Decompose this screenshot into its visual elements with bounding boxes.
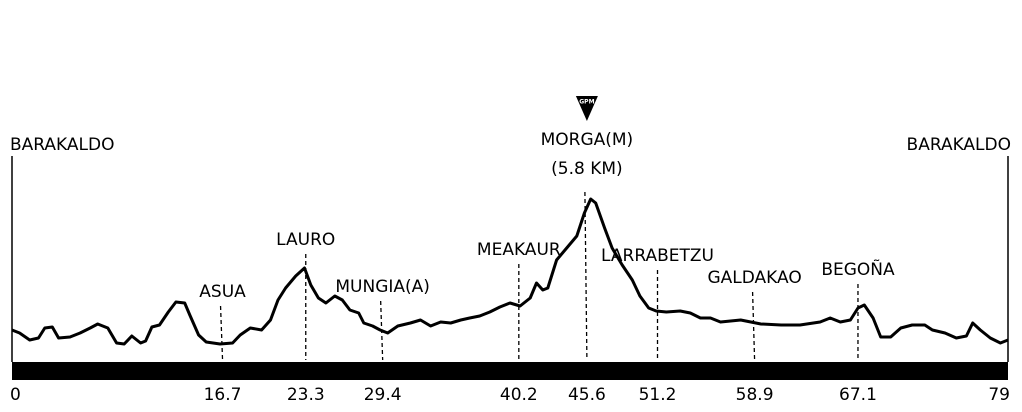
place-label: GALDAKAO — [707, 268, 801, 288]
place-marker — [751, 291, 756, 361]
x-tick-label: 23.3 — [287, 385, 325, 405]
place-label: MUNGIA(A) — [335, 277, 430, 297]
place-marker — [219, 305, 224, 361]
x-tick-label: 79 — [988, 385, 1010, 405]
gpm-badge: GPM — [579, 99, 594, 106]
place-sublabel: (5.8 KM) — [551, 159, 623, 179]
place-label: MORGA(M) — [541, 130, 634, 150]
x-tick-label: 45.6 — [568, 385, 606, 405]
elevation-line — [11, 197, 1009, 346]
baseline-bar — [12, 362, 1008, 380]
place-marker — [584, 191, 588, 361]
x-tick-label: 51.2 — [639, 385, 677, 405]
place-label: MEAKAUR — [477, 240, 561, 260]
x-tick-label: 0 — [10, 385, 21, 405]
place-label: LAURO — [276, 230, 335, 250]
x-tick-label: 67.1 — [839, 385, 877, 405]
x-tick-label: 40.2 — [500, 385, 538, 405]
place-label: BARAKALDO — [907, 135, 1011, 155]
place-label: ASUA — [199, 282, 246, 302]
x-tick-label: 16.7 — [204, 385, 242, 405]
x-tick-label: 58.9 — [736, 385, 774, 405]
place-label: BEGOÑA — [821, 258, 895, 280]
gpm-icon — [575, 96, 598, 121]
place-label: BARAKALDO — [10, 135, 114, 155]
x-tick-label: 29.4 — [364, 385, 402, 405]
place-label: LARRABETZU — [601, 246, 714, 266]
